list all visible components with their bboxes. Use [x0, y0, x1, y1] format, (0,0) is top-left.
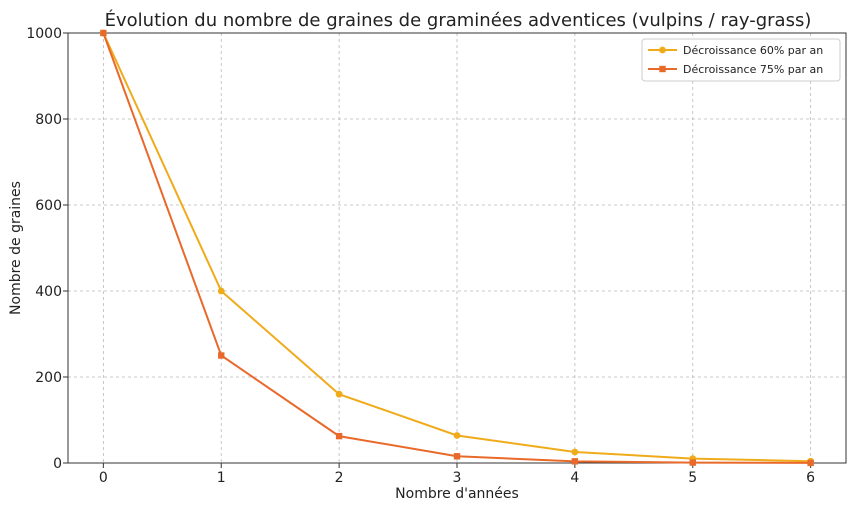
data-point [453, 432, 461, 439]
y-tick-label: 200 [35, 370, 62, 386]
series-2 [100, 29, 814, 467]
legend-label: Décroissance 60% par an [683, 44, 823, 57]
y-tick-label: 1000 [26, 26, 62, 42]
data-point [218, 352, 225, 359]
series-line [102, 32, 811, 464]
data-point [571, 458, 579, 465]
y-tick-label: 400 [35, 284, 62, 300]
chart-title: Évolution du nombre de graines de gramin… [105, 9, 812, 31]
x-axis-label: Nombre d'années [395, 486, 519, 502]
data-point [335, 390, 343, 398]
legend: Décroissance 60% par an Décroissance 75% … [641, 38, 841, 82]
x-tick-label: 1 [217, 470, 226, 486]
x-tick-label: 5 [688, 470, 697, 486]
series [99, 29, 815, 467]
grid [68, 32, 846, 464]
legend-box [641, 38, 841, 82]
plot-frame [67, 32, 847, 464]
x-tick-label: 2 [335, 470, 344, 486]
data-point [217, 287, 225, 295]
y-tick-label: 0 [53, 456, 62, 472]
data-point [689, 459, 696, 466]
x-tick-label: 4 [570, 470, 579, 486]
x-tick-label: 3 [453, 470, 462, 486]
x-tick-label: 0 [99, 470, 108, 486]
x-tick-label: 6 [806, 470, 815, 486]
legend-entry: Décroissance 60% par an [648, 44, 823, 57]
legend-entry: Décroissance 75% par an [648, 63, 823, 76]
data-point [453, 453, 461, 460]
data-point [335, 432, 343, 440]
axis-ticks: 0 1 2 3 4 5 6 0 200 400 600 800 1000 [26, 26, 815, 486]
legend-label: Décroissance 75% par an [683, 63, 823, 76]
y-tick-label: 800 [35, 112, 62, 128]
series-line [102, 32, 811, 463]
data-point [571, 448, 579, 456]
y-tick-label: 600 [35, 198, 62, 214]
y-axis-label: Nombre de graines [8, 181, 24, 315]
data-point [100, 29, 107, 37]
legend-marker [659, 65, 666, 73]
legend-marker [659, 46, 666, 54]
data-point [807, 459, 814, 467]
